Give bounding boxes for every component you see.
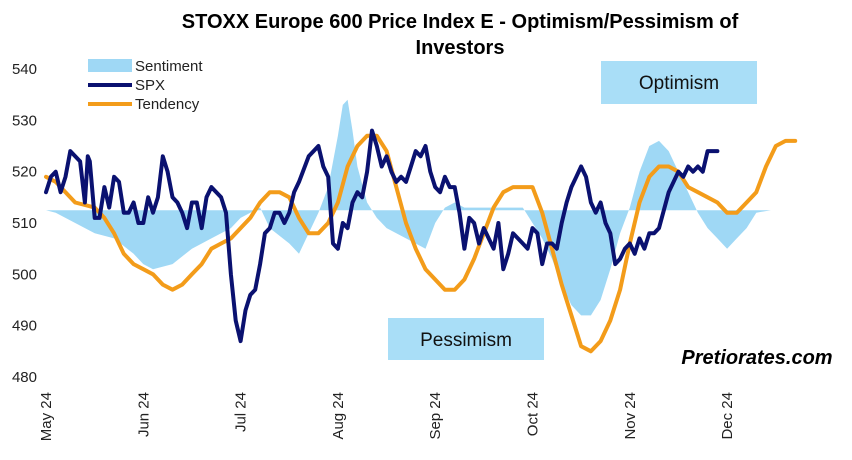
x-tick-label: Nov 24 (622, 392, 639, 440)
pessimism-label: Pessimism (420, 330, 512, 351)
optimism-box (601, 61, 757, 104)
x-tick-label: Dec 24 (719, 392, 736, 440)
y-tick-label: 490 (12, 318, 37, 335)
legend-tendency-label: Tendency (135, 96, 200, 113)
legend-sentiment-swatch (88, 59, 132, 72)
x-tick-label: Aug 24 (330, 392, 347, 440)
x-tick-label: Jun 24 (135, 392, 152, 437)
line-layer (44, 128, 798, 354)
y-tick-label: 510 (12, 215, 37, 232)
y-axis: 480 490 500 510 520 530 540 (12, 61, 37, 386)
sentiment-area (46, 99, 771, 316)
optimism-label: Optimism (639, 73, 719, 94)
y-tick-label: 520 (12, 164, 37, 181)
y-tick-label: 500 (12, 266, 37, 283)
x-axis: May 24 Jun 24 Jul 24 Aug 24 Sep 24 Oct 24 Nov … (38, 392, 736, 441)
x-tick-label: Sep 24 (427, 392, 444, 440)
x-tick-label: May 24 (38, 392, 55, 441)
legend-spx-label: SPX (135, 77, 165, 94)
tendency-line (44, 133, 798, 354)
x-tick-label: Oct 24 (525, 392, 542, 436)
y-tick-label: 480 (12, 369, 37, 386)
brand-watermark: Pretiorates.com (681, 347, 832, 369)
x-tick-label: Jul 24 (233, 392, 250, 432)
pessimism-box (388, 318, 544, 360)
chart-title-line2: Investors (416, 37, 505, 59)
legend: Sentiment SPX Tendency (88, 58, 203, 113)
legend-sentiment-label: Sentiment (135, 58, 203, 75)
sentiment-area-layer (46, 99, 771, 316)
chart-title-line1: STOXX Europe 600 Price Index E - Optimis… (182, 11, 739, 33)
spx-line (44, 128, 720, 344)
y-tick-label: 530 (12, 112, 37, 129)
y-tick-label: 540 (12, 61, 37, 78)
